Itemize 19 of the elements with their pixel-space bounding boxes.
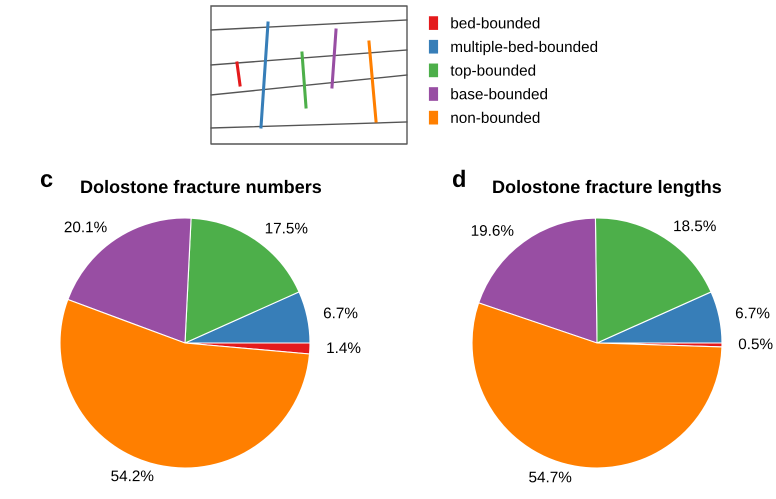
text: Dolostone fracture numbers bbox=[81, 180, 322, 194]
data-label: 0.5% bbox=[738, 338, 773, 350]
data-label: 54.7% bbox=[529, 472, 572, 482]
legend-label: non-bounded bbox=[451, 112, 540, 124]
data-label: 17.5% bbox=[266, 222, 308, 234]
text: c bbox=[40, 174, 52, 188]
chart-title: Dolostone fracture lengths bbox=[493, 180, 721, 197]
data-label: 20.1% bbox=[64, 222, 107, 232]
data-label: 6.7% bbox=[736, 308, 770, 318]
data-label: 19.6% bbox=[472, 225, 514, 236]
data-label: 18.5% bbox=[674, 220, 716, 232]
legend-label: multiple-bed-bounded bbox=[451, 40, 598, 56]
legend-label: top-bounded bbox=[450, 64, 536, 79]
data-label: 54.2% bbox=[111, 470, 154, 482]
data-label: 6.7% bbox=[324, 308, 358, 318]
legend-label: base-bounded bbox=[451, 88, 548, 100]
text: d bbox=[452, 170, 465, 188]
data-label: 1.4% bbox=[327, 342, 360, 354]
legend-label: bed-bounded bbox=[451, 17, 540, 28]
